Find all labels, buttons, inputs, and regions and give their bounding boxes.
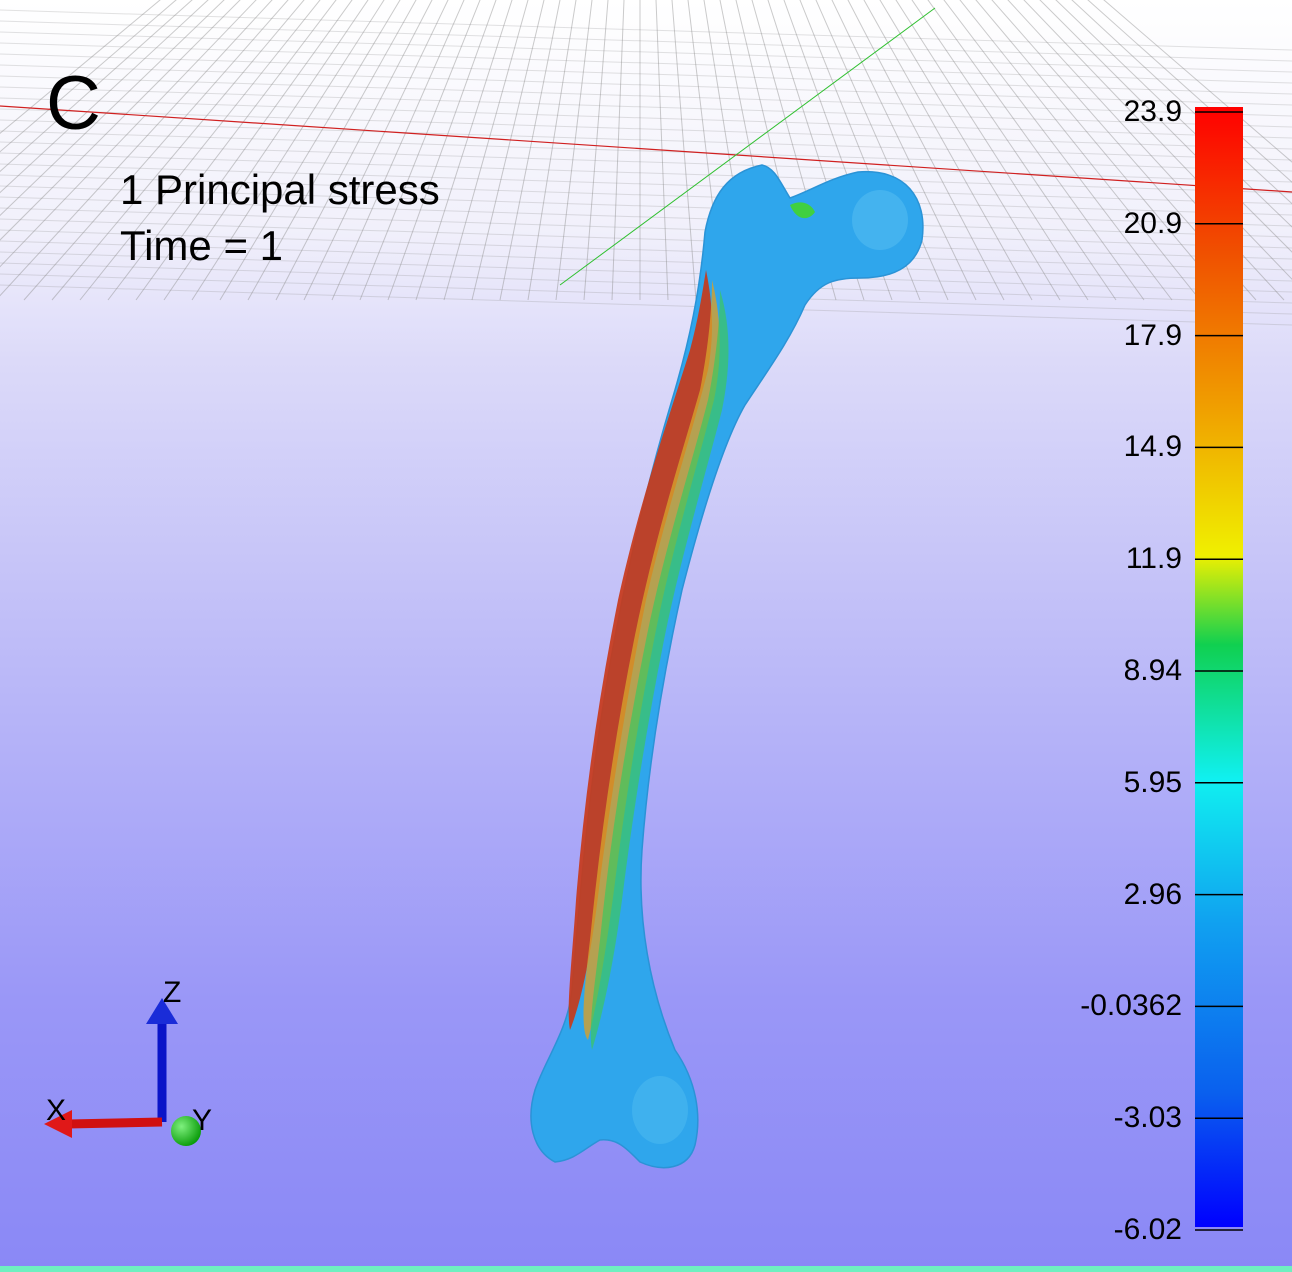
panel-letter: C bbox=[46, 61, 101, 146]
condyle-highlight bbox=[632, 1076, 688, 1144]
perspective-grid bbox=[0, 0, 1292, 326]
z-axis-arrowhead bbox=[146, 998, 178, 1024]
color-bar-gradient bbox=[1195, 107, 1243, 1227]
color-bar-tick-label: 17.9 bbox=[1123, 318, 1182, 352]
color-bar-tick-label: -3.03 bbox=[1113, 1101, 1182, 1135]
neck-stress-spot bbox=[790, 202, 815, 219]
y-axis-ball bbox=[171, 1116, 201, 1146]
color-bar-tick-label: 23.9 bbox=[1123, 95, 1182, 128]
stress-stripe-low bbox=[590, 290, 729, 1050]
color-bar-ticks bbox=[1195, 111, 1243, 1231]
color-bar-tick-label: 5.95 bbox=[1123, 765, 1182, 799]
color-bar-tick-label: 2.96 bbox=[1123, 877, 1182, 911]
color-bar-tick-label: 14.9 bbox=[1123, 430, 1182, 464]
x-axis-label: X bbox=[46, 1094, 67, 1127]
time-label: Time = 1 bbox=[120, 222, 283, 269]
reference-line-green bbox=[559, 7, 936, 286]
color-bar-tick-label: 8.94 bbox=[1123, 654, 1182, 687]
color-bar-tick-label: -6.02 bbox=[1113, 1213, 1182, 1246]
bottom-strip bbox=[0, 1266, 1292, 1272]
reference-line-red bbox=[0, 105, 1292, 193]
x-axis-shaft bbox=[67, 1117, 163, 1129]
color-bar-tick-label: -0.0362 bbox=[1080, 989, 1182, 1023]
color-legend-bar bbox=[1195, 107, 1243, 1231]
x-axis-arrowhead bbox=[44, 1110, 72, 1138]
result-title: 1 Principal stress bbox=[120, 166, 440, 213]
femur-model[interactable] bbox=[530, 164, 924, 1169]
y-axis-label: Y bbox=[192, 1104, 213, 1137]
z-axis-label: Z bbox=[163, 976, 182, 1009]
orientation-triad[interactable] bbox=[44, 998, 201, 1146]
color-bar-tick-label: 11.9 bbox=[1125, 542, 1182, 576]
color-bar-tick-label: 20.9 bbox=[1123, 206, 1182, 240]
femoral-head-highlight bbox=[852, 190, 908, 250]
